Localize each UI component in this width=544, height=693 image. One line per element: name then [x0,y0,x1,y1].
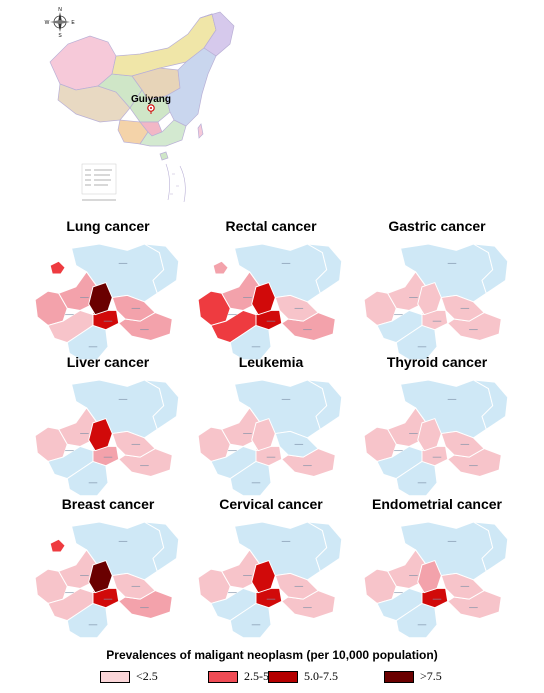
legend: Prevalences of maligant neoplasm (per 10… [0,648,544,693]
province-south [139,119,187,147]
region-center-core [251,559,276,594]
south-sea-islands [165,163,186,203]
panel-title: Rectal cancer [225,218,317,234]
panel-title: Thyroid cancer [386,354,488,370]
choropleth-map [197,522,343,639]
compass-n: N [58,7,62,13]
region-northwest-spot [212,260,229,275]
panel-title: Liver cancer [66,354,150,370]
region-northwest-spot [49,260,66,275]
panel-thyroid-cancer: Thyroid cancer [357,354,517,504]
region-northeast [307,244,343,295]
inset-legend [81,163,117,201]
region-west [363,290,397,326]
legend-swatch [208,671,238,683]
region-center-core [251,281,276,316]
compass-e: E [71,20,75,26]
region-center-core [417,559,442,594]
choropleth-map [363,244,509,361]
compass-rose: N S E W [45,7,76,39]
province-east-coast [165,47,217,127]
choropleth-map [363,522,509,639]
panel-title: Endometrial cancer [372,496,502,512]
panel-rectal-cancer: Rectal cancer [191,218,351,368]
region-far-south [395,324,438,361]
region-northeast [307,522,343,573]
panel-leukemia: Leukemia [191,354,351,504]
region-far-south [395,460,438,497]
region-far-south [66,460,109,497]
region-northeast [307,380,343,431]
region-west [197,568,231,604]
region-northwest-spot [49,538,66,553]
region-far-south [395,602,438,639]
region-far-south [229,460,272,497]
choropleth-map [34,380,180,497]
choropleth-map [197,380,343,497]
panel-title: Gastric cancer [388,218,486,234]
region-northeast [144,522,180,573]
region-center-core [251,417,276,452]
region-west [363,426,397,462]
region-center-core [88,281,113,316]
region-northeast [144,380,180,431]
china-locator-map: N S E W [45,7,235,203]
panel-endometrial-cancer: Endometrial cancer [357,496,517,646]
choropleth-map [34,522,180,639]
legend-title: Prevalences of maligant neoplasm (per 10… [106,648,438,662]
legend-swatch [384,671,414,683]
province-taiwan [197,123,204,139]
region-far-south [229,602,272,639]
choropleth-map [363,380,509,497]
legend-label: >7.5 [420,669,442,683]
region-west [197,426,231,462]
guiyang-marker [147,104,155,114]
region-northeast [473,244,509,295]
region-center-core [88,417,113,452]
province-tibet [57,83,131,123]
region-northeast [473,380,509,431]
china-provinces [49,11,235,203]
legend-swatch [268,671,298,683]
region-northeast [473,522,509,573]
panel-liver-cancer: Liver cancer [28,354,188,504]
legend-label: <2.5 [136,669,158,683]
panel-title: Cervical cancer [219,496,323,512]
guiyang-label: Guiyang [131,94,171,105]
panel-gastric-cancer: Gastric cancer [357,218,517,368]
region-center-core [417,417,442,452]
region-center-core [88,559,113,594]
region-west [197,290,231,326]
region-center-core [417,281,442,316]
region-northeast [144,244,180,295]
compass-s: S [58,33,62,39]
legend-label: 5.0-7.5 [304,669,338,683]
legend-swatch [100,671,130,683]
compass-w: W [45,20,50,26]
panel-lung-cancer: Lung cancer [28,218,188,368]
panel-breast-cancer: Breast cancer [28,496,188,646]
choropleth-map [34,244,180,361]
province-hainan [159,151,169,161]
region-west [363,568,397,604]
panel-title: Breast cancer [61,496,155,512]
region-far-south [66,602,109,639]
panel-title: Lung cancer [66,218,150,234]
region-far-south [229,324,272,361]
panel-cervical-cancer: Cervical cancer [191,496,351,646]
panel-title: Leukemia [238,354,304,370]
choropleth-map [197,244,343,361]
region-far-south [66,324,109,361]
